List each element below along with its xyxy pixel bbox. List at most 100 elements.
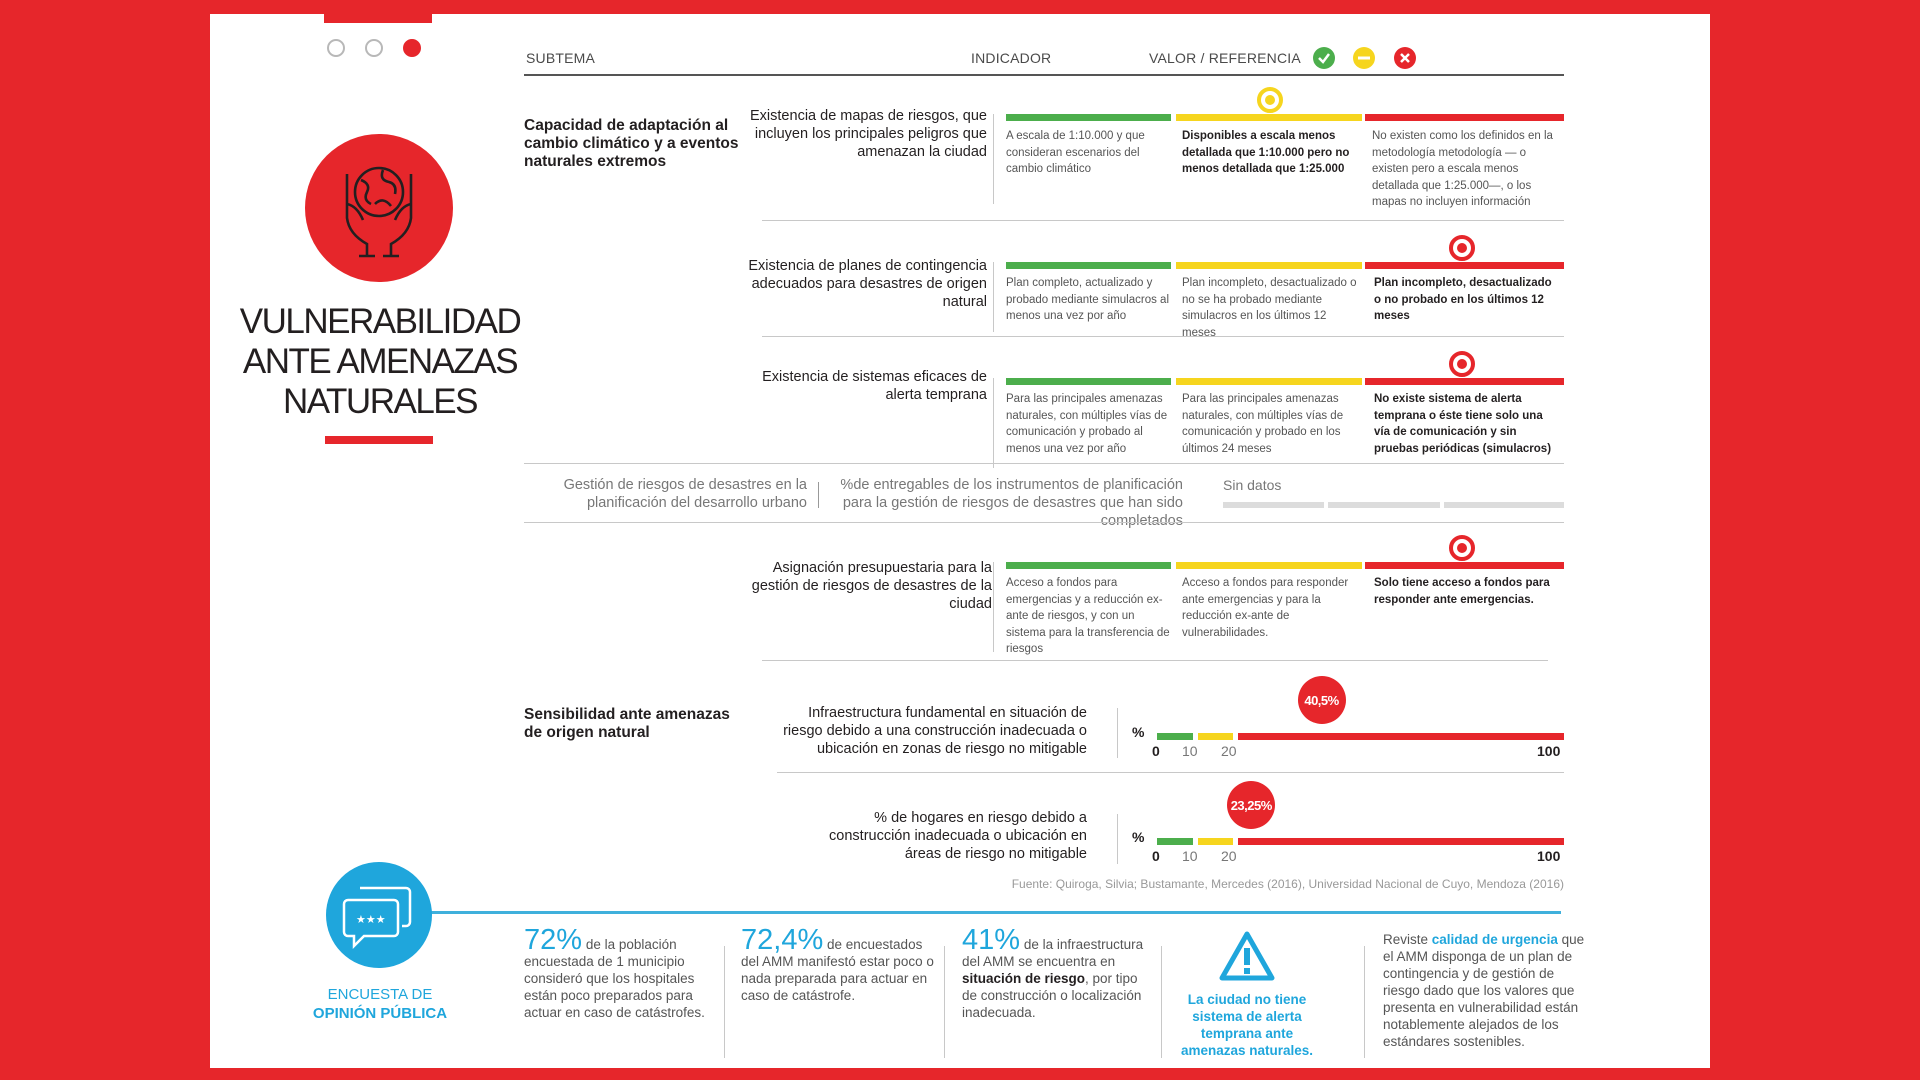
divider — [724, 946, 725, 1058]
ref-yellow: Acceso a fondos para responder ante emer… — [1182, 577, 1349, 639]
stat-text: del AMM manifestó estar poco o nada prep… — [741, 954, 934, 1003]
value-bubble: 40,5% — [1297, 676, 1346, 724]
scale-green — [1157, 838, 1193, 845]
stat-lead: de encuestados — [827, 937, 923, 952]
ref-red: No existen como los definidos en la meto… — [1372, 130, 1553, 208]
scale-red — [1238, 733, 1564, 740]
indicator-entregables: %de entregables de los instrumentos de p… — [840, 477, 1183, 529]
row-separator — [762, 336, 1564, 337]
sin-datos: Sin datos — [1223, 477, 1282, 493]
check-icon — [1313, 47, 1335, 69]
scale-green — [1157, 733, 1193, 740]
stat-emphasis: situación de riesgo — [962, 971, 1086, 986]
page-title: VULNERABILIDAD ANTE AMENAZAS NATURALES — [230, 302, 530, 422]
page-dot-2[interactable] — [365, 39, 383, 57]
svg-text:★★★: ★★★ — [356, 913, 386, 926]
ref-green: A escala de 1:10.000 y que consideran es… — [1006, 130, 1145, 175]
pct-label: % — [1132, 724, 1145, 740]
ref-red: No existe sistema de alerta temprana o é… — [1374, 393, 1552, 455]
divider — [1364, 946, 1365, 1058]
scale-yellow — [1198, 838, 1233, 845]
divider — [1117, 708, 1118, 758]
divider — [993, 562, 994, 652]
infographic-sheet: SUBTEMA INDICADOR VALOR / REFERENCIA VUL… — [210, 14, 1710, 1068]
stat-encuestados: 72,4% de encuestados del AMM manifestó e… — [741, 926, 941, 1004]
tick-20: 20 — [1221, 848, 1237, 864]
subtema-adaptacion: Capacidad de adaptación al cambio climát… — [524, 117, 739, 170]
ref-green: Plan completo, actualizado y probado med… — [1006, 277, 1170, 322]
conclusion-text: que el AMM disponga de un plan de contin… — [1383, 932, 1585, 1049]
bar-yellow — [1176, 114, 1362, 121]
indicator-mapas: Existencia de mapas de riesgos, que incl… — [750, 108, 987, 160]
tick-20: 20 — [1221, 743, 1237, 759]
divider — [993, 378, 994, 468]
marker-yellow — [1257, 87, 1283, 113]
conclusion: Reviste calidad de urgencia que el AMM d… — [1383, 931, 1593, 1050]
stat-lead: de la infraestructura — [1023, 937, 1144, 952]
stat-lead: de la población — [585, 937, 677, 952]
divider — [944, 946, 945, 1058]
bar-yellow — [1176, 262, 1362, 269]
bar-red — [1365, 114, 1564, 121]
header-valor: VALOR / REFERENCIA — [1149, 50, 1301, 66]
title-line-1: VULNERABILIDAD — [239, 302, 522, 341]
alert-statement: La ciudad no tiene sistema de alerta tem… — [1180, 992, 1314, 1058]
tick-10: 10 — [1182, 848, 1198, 864]
tick-100: 100 — [1537, 848, 1561, 864]
stat-big: 72% — [524, 924, 583, 956]
page-dot-3-active[interactable] — [403, 39, 421, 57]
top-red-tab — [324, 14, 432, 23]
ref-yellow: Plan incompleto, desactualizado o no se … — [1182, 277, 1357, 339]
bar-green — [1006, 262, 1171, 269]
chat-bubbles-icon: ★★★ — [342, 886, 412, 950]
title-line-3: NATURALES — [283, 382, 478, 421]
scale-yellow — [1198, 733, 1233, 740]
bar-green — [1006, 562, 1171, 569]
stat-text: , por tipo de construcción o localizació… — [962, 971, 1142, 1020]
ref-green: Acceso a fondos para emergencias y a red… — [1006, 577, 1170, 655]
divider — [993, 114, 994, 204]
tick-100: 100 — [1537, 743, 1561, 759]
survey-label-2: OPINIÓN PÚBLICA — [312, 1005, 448, 1022]
indicator-hogares: % de hogares en riesgo debido a construc… — [829, 810, 1087, 862]
stat-big: 72,4% — [741, 924, 824, 956]
ref-yellow: Para las principales amenazas naturales,… — [1182, 393, 1344, 455]
hands-globe-icon — [345, 166, 413, 258]
bar-nodata — [1328, 502, 1440, 508]
indicator-planes: Existencia de planes de contingencia ade… — [748, 258, 987, 310]
scale-red — [1238, 838, 1564, 845]
ref-green: Para las principales amenazas naturales,… — [1006, 393, 1168, 455]
page-dot-1[interactable] — [327, 39, 345, 57]
row-separator — [524, 522, 1564, 523]
warning-icon — [1219, 931, 1275, 981]
marker-red — [1449, 351, 1475, 377]
row-separator — [524, 463, 1564, 464]
row-separator — [762, 220, 1564, 221]
stat-big: 41% — [962, 924, 1021, 956]
indicator-presupuesto: Asignación presupuestaria para la gestió… — [751, 560, 992, 612]
survey-label-1: ENCUESTA DE — [327, 986, 433, 1003]
divider — [818, 482, 819, 508]
tick-0: 0 — [1152, 743, 1160, 759]
survey-emblem: ★★★ — [326, 862, 432, 968]
survey-rule — [420, 911, 1561, 914]
divider — [993, 262, 994, 332]
header-subtema: SUBTEMA — [526, 50, 596, 66]
bar-green — [1006, 378, 1171, 385]
header-rule — [524, 74, 1564, 76]
row-separator — [762, 660, 1548, 661]
ref-red: Plan incompleto, desactualizado o no pro… — [1374, 277, 1552, 322]
climate-hands-emblem — [305, 134, 453, 282]
cross-icon — [1394, 47, 1416, 69]
bar-red — [1365, 378, 1564, 385]
bar-yellow — [1176, 378, 1362, 385]
ref-yellow: Disponibles a escala menos detallada que… — [1182, 130, 1350, 175]
divider — [1117, 814, 1118, 864]
bar-green — [1006, 114, 1171, 121]
stat-text: encuestada de 1 municipio consideró que … — [524, 954, 705, 1020]
title-line-2: ANTE AMENAZAS — [242, 342, 519, 381]
row-separator — [777, 772, 1564, 773]
value-bubble: 23,25% — [1227, 781, 1276, 829]
bar-nodata — [1223, 502, 1324, 508]
bar-nodata — [1444, 502, 1564, 508]
